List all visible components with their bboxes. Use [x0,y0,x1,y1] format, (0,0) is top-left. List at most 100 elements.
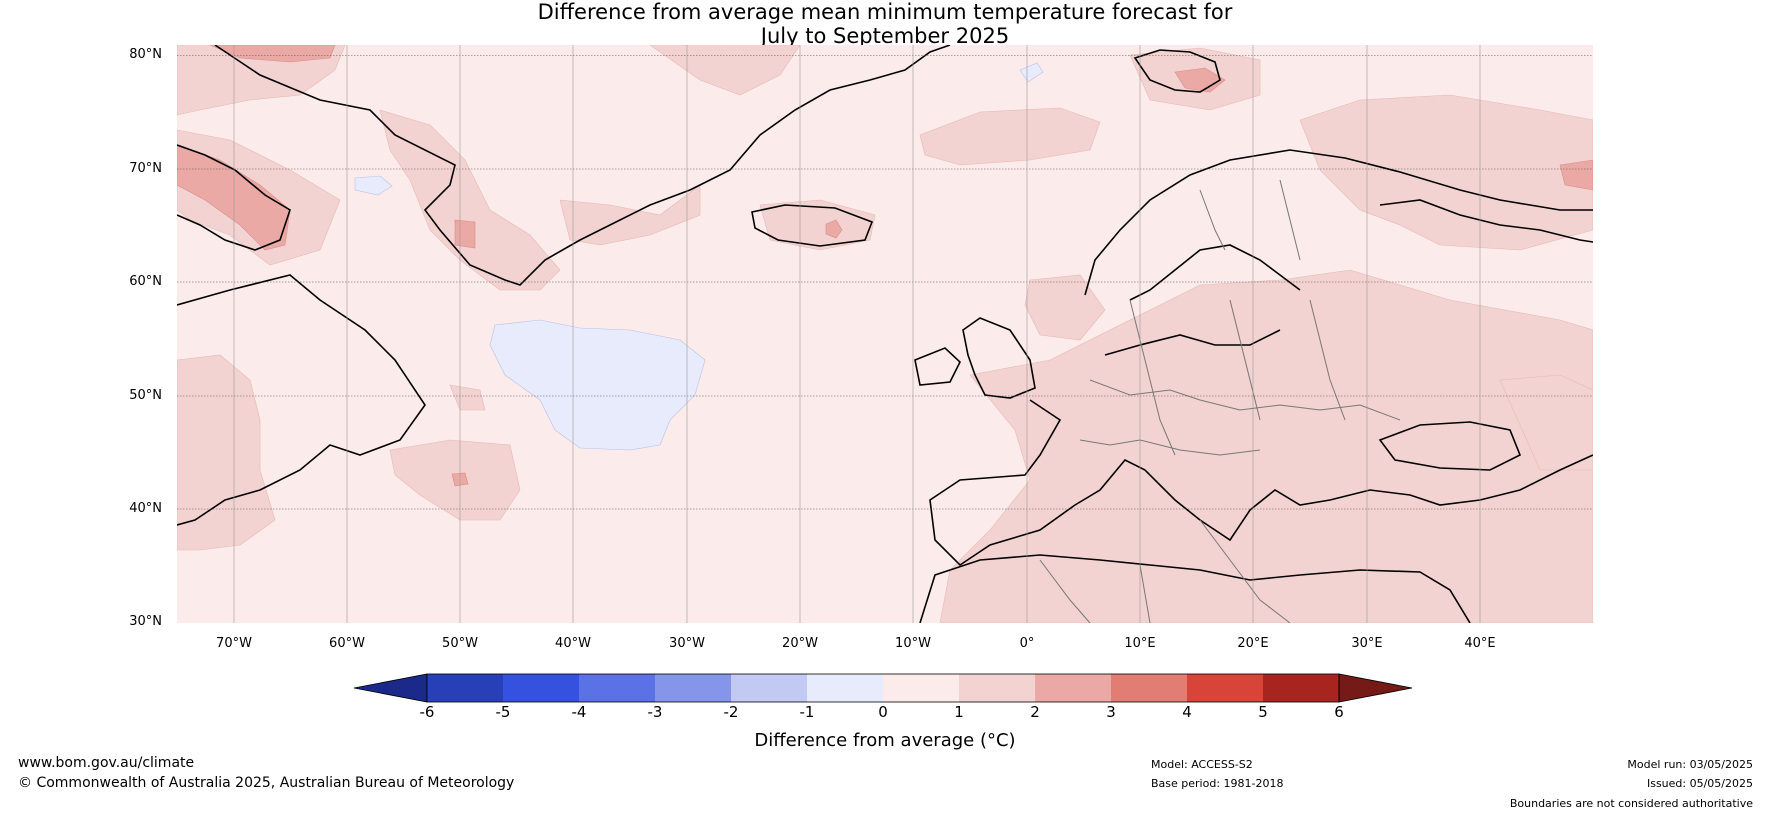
chart-title: Difference from average mean minimum tem… [0,0,1770,48]
anomaly-region-strong-iceland [825,219,843,239]
colorbar-segment [807,674,883,702]
colorbar-segment [503,674,579,702]
coastline-svalbard [1133,49,1221,93]
anomaly-region-caspian [1499,374,1593,471]
border-line-4 [1309,299,1346,421]
colorbar-segments [353,673,1413,703]
colorbar-tick-label: -4 [571,703,587,721]
colorbar-tick-label: 2 [1030,703,1040,721]
colorbar-tick-label: -2 [723,703,739,721]
anomaly-region-cold-atlantic [489,319,706,451]
border-line-3 [1229,299,1261,421]
colorbar-segment [1187,674,1263,702]
anomaly-region-canada-south [177,354,276,551]
website-text: www.bom.gov.au/climate [18,755,195,771]
colorbar-tick-label: 3 [1106,703,1116,721]
coastline-continental-europe [929,329,1593,567]
coastline-iceland [751,204,874,247]
border-line-6 [1199,519,1291,623]
anomaly-region-greenland-north [649,45,801,96]
lon-label-40e: 40°E [1464,636,1496,651]
lon-label-40w: 40°W [555,636,591,651]
anomaly-region-greenland-west [379,109,561,291]
colorbar-label: Difference from average (°C) [754,730,1016,751]
lat-label-40n: 40°N [129,501,162,516]
lon-label-0: 0° [1019,636,1035,651]
colorbar-segment [883,674,959,702]
coastline-labrador-canada [177,274,426,526]
lon-label-10e: 10°E [1124,636,1156,651]
colorbar-tick-label: 0 [878,703,888,721]
colorbar-segment [579,674,655,702]
coastline-baffin-island [177,144,291,251]
title-line-2: July to September 2025 [760,24,1010,48]
colorbar-segment [731,674,807,702]
anomaly-region-canada-north [177,45,346,116]
border-line-5 [1079,439,1261,456]
lat-label-70n: 70°N [129,161,162,176]
anomaly-region-norwegian-sea [919,107,1101,166]
model-text: Model: ACCESS-S2 [1151,758,1253,771]
colorbar-arrow-high [1338,673,1413,703]
lon-label-70w: 70°W [216,636,252,651]
anomaly-negative-regions [354,62,1044,451]
colorbar-segment [427,674,503,702]
coastlines [177,45,1593,623]
coastline-britain-ireland [914,317,1036,399]
lon-label-10w: 10°W [895,636,931,651]
colorbar-tick-label: -5 [495,703,511,721]
lon-label-20w: 20°W [782,636,818,651]
colorbar-tick-label: -1 [799,703,815,721]
coastline-north-africa [919,554,1471,623]
colorbar-arrow-low [353,673,428,703]
colorbar-tick-label: -3 [647,703,663,721]
lon-label-50w: 50°W [442,636,478,651]
border-line-7 [1039,559,1091,623]
lon-label-20e: 20°E [1237,636,1269,651]
colorbar-tick-label: -6 [419,703,435,721]
anomaly-2-3-regions [177,45,1593,487]
model-run-text: Model run: 03/05/2025 [1627,758,1753,771]
colorbar-tick-label: 5 [1258,703,1268,721]
anomaly-region-strong-baffin [177,144,291,251]
colorbar-segment [655,674,731,702]
disclaimer-text: Boundaries are not considered authoritat… [1509,797,1753,810]
graticule [177,55,1593,510]
anomaly-region-strong-svalbard [1174,67,1226,93]
coastline-arctic-russia [1379,199,1593,243]
colorbar-tick-label: 6 [1334,703,1344,721]
anomaly-region-atlantic-small [449,384,486,411]
anomaly-region-barents [1299,94,1593,251]
colorbar-tick-label: 4 [1182,703,1192,721]
border-line-8 [1139,564,1151,623]
border-line-2 [1129,299,1176,456]
border-line-9 [1279,179,1301,261]
lon-label-30w: 30°W [669,636,705,651]
anomaly-region-europe [939,269,1593,623]
lat-label-50n: 50°N [129,388,162,403]
country-borders [1039,179,1401,623]
colorbar-segment [1111,674,1187,702]
anomaly-region-north-sea [1024,274,1106,341]
colorbar-tick-label: 1 [954,703,964,721]
lat-label-60n: 60°N [129,274,162,289]
coastline-black-sea [1378,421,1522,471]
anomaly-region-strong-russia [1559,159,1593,191]
lat-label-30n: 30°N [129,614,162,629]
issued-text: Issued: 05/05/2025 [1646,777,1753,790]
lat-label-80n: 80°N [129,47,162,62]
coastline-scandinavia [1084,149,1593,301]
copyright-text: © Commonwealth of Australia 2025, Austra… [18,775,515,791]
base-period-text: Base period: 1981-2018 [1151,777,1284,790]
title-line-1: Difference from average mean minimum tem… [537,0,1233,24]
graticule-meridians [233,45,1481,623]
anomaly-region-cold-labrador [354,175,393,196]
border-line-1 [1089,379,1401,421]
anomaly-region-cold-greenland-sea [1019,62,1044,83]
lon-label-30e: 30°E [1351,636,1383,651]
coastline-greenland [214,45,951,286]
colorbar-segment [959,674,1035,702]
anomaly-region-strong-canada-north [209,45,336,63]
